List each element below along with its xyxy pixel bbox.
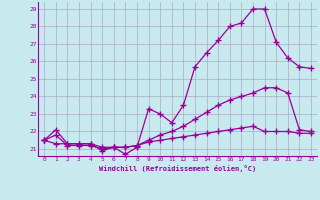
- X-axis label: Windchill (Refroidissement éolien,°C): Windchill (Refroidissement éolien,°C): [99, 165, 256, 172]
